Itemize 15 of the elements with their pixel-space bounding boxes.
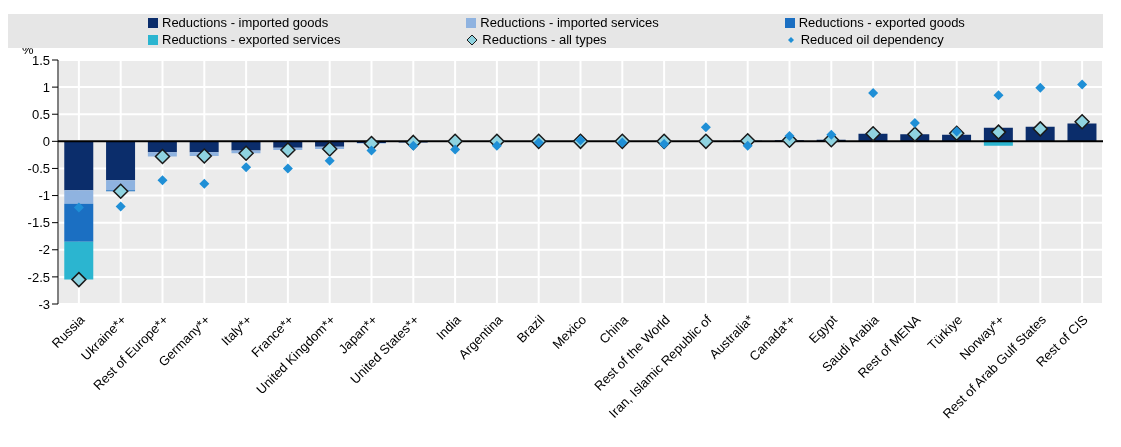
y-tick-label: -0.5 [27, 161, 50, 177]
y-tick-label: 0.5 [31, 106, 50, 122]
legend-label: Reductions - imported services [480, 15, 659, 30]
y-tick-label: -2 [38, 242, 50, 258]
legend-label: Reductions - exported goods [798, 15, 965, 30]
y-tick-label: -3 [38, 296, 50, 312]
y-tick-label: 1 [42, 79, 50, 95]
y-tick-label: -2.5 [27, 269, 50, 285]
y-tick-label: -1.5 [27, 215, 50, 231]
legend-label: Reductions - all types [482, 32, 607, 47]
y-tick-label: 0 [42, 133, 50, 149]
legend-label: Reductions - imported goods [162, 15, 329, 30]
y-tick-label: -1 [38, 188, 50, 204]
legend-label: Reductions - exported services [162, 32, 341, 47]
legend-label: Reduced oil dependency [800, 32, 944, 47]
